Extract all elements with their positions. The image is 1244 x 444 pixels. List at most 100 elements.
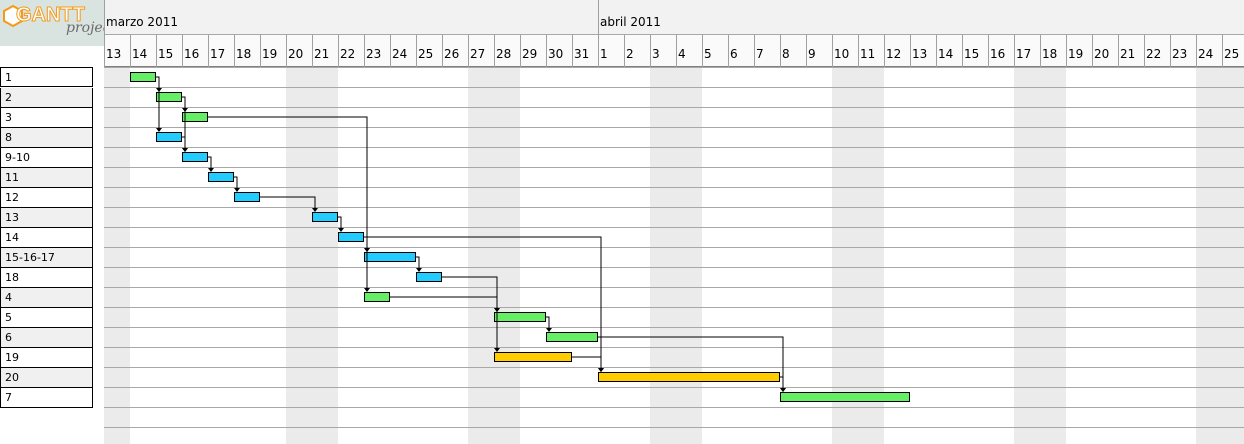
task-row-12[interactable]: 12 <box>0 188 93 208</box>
day-divider <box>182 35 183 67</box>
day-divider <box>1040 35 1041 67</box>
day-divider <box>910 35 911 67</box>
dependency-line <box>182 136 186 149</box>
task-bar-6[interactable] <box>546 332 598 342</box>
dependency-line <box>208 156 212 169</box>
task-bar-8[interactable] <box>156 132 182 142</box>
task-bar-15-16-17[interactable] <box>364 252 416 262</box>
day-divider <box>1092 35 1093 67</box>
day-divider <box>754 35 755 67</box>
task-bar-13[interactable] <box>312 212 338 222</box>
row-gridline <box>104 267 1244 268</box>
task-bar-7[interactable] <box>780 392 910 402</box>
day-divider <box>1144 35 1145 67</box>
day-divider <box>416 35 417 67</box>
day-divider <box>312 35 313 67</box>
day-label: 21 <box>1120 47 1136 61</box>
day-label: 10 <box>834 47 850 61</box>
task-bar-2[interactable] <box>156 92 182 102</box>
row-gridline <box>104 287 1244 288</box>
day-divider <box>364 35 365 67</box>
day-label: 28 <box>496 47 512 61</box>
day-label: 27 <box>470 47 486 61</box>
day-label: 25 <box>418 47 434 61</box>
dependency-line <box>208 116 368 289</box>
task-row-20[interactable]: 20 <box>0 368 93 388</box>
task-row-19[interactable]: 19 <box>0 348 93 368</box>
dependency-line <box>546 316 550 329</box>
task-row-1[interactable]: 1 <box>0 67 93 87</box>
day-divider <box>780 35 781 67</box>
task-row-2[interactable]: 2 <box>0 88 93 108</box>
row-gridline <box>104 187 1244 188</box>
dependency-arrowhead-icon <box>338 228 344 232</box>
task-bar-20[interactable] <box>598 372 780 382</box>
dependency-arrowhead-icon <box>156 128 162 132</box>
logo-title: GANTT <box>16 4 86 27</box>
day-label: 1 <box>600 47 608 61</box>
task-row-8[interactable]: 8 <box>0 128 93 148</box>
weekend-column <box>494 67 520 444</box>
task-row-14[interactable]: 14 <box>0 228 93 248</box>
day-label: 12 <box>886 47 902 61</box>
dependency-arrowhead-icon <box>364 288 370 292</box>
logo-subtitle: project <box>66 20 104 36</box>
task-bar-1[interactable] <box>130 72 156 82</box>
row-gridline <box>104 127 1244 128</box>
day-label: 11 <box>860 47 876 61</box>
task-bar-14[interactable] <box>338 232 364 242</box>
day-divider <box>1196 35 1197 67</box>
chart-left-border <box>104 0 105 67</box>
day-label: 26 <box>444 47 460 61</box>
row-gridline <box>104 167 1244 168</box>
task-row-13[interactable]: 13 <box>0 208 93 228</box>
day-divider <box>260 35 261 67</box>
dependency-arrowhead-icon <box>182 148 188 152</box>
day-divider <box>624 35 625 67</box>
task-bar-3[interactable] <box>182 112 208 122</box>
row-gridline <box>104 207 1244 208</box>
task-row-4[interactable]: 4 <box>0 288 93 308</box>
dependency-arrowhead-icon <box>494 348 500 352</box>
dependency-line <box>364 236 602 369</box>
task-bar-4[interactable] <box>364 292 390 302</box>
task-row-11[interactable]: 11 <box>0 168 93 188</box>
row-gridline <box>104 367 1244 368</box>
day-label: 24 <box>392 47 408 61</box>
dependency-line <box>234 176 238 189</box>
row-gridline <box>104 327 1244 328</box>
task-bar-19[interactable] <box>494 352 572 362</box>
day-divider <box>598 35 599 67</box>
dependency-line <box>598 336 784 389</box>
task-row-6[interactable]: 6 <box>0 328 93 348</box>
task-bar-5[interactable] <box>494 312 546 322</box>
day-label: 17 <box>210 47 226 61</box>
day-label: 16 <box>990 47 1006 61</box>
day-divider <box>208 35 209 67</box>
task-row-5[interactable]: 5 <box>0 308 93 328</box>
day-divider <box>832 35 833 67</box>
task-row-9-10[interactable]: 9-10 <box>0 148 93 168</box>
day-label: 7 <box>756 47 764 61</box>
dependency-line <box>572 356 602 369</box>
task-bar-18[interactable] <box>416 272 442 282</box>
day-label: 9 <box>808 47 816 61</box>
day-divider <box>286 35 287 67</box>
dependency-arrowhead-icon <box>546 328 552 332</box>
task-bar-9-10[interactable] <box>182 152 208 162</box>
day-divider <box>234 35 235 67</box>
timeline-month-header <box>104 0 1244 35</box>
month-divider <box>598 0 599 67</box>
task-bar-12[interactable] <box>234 192 260 202</box>
weekend-column <box>1014 67 1040 444</box>
dependency-line <box>416 256 420 269</box>
logo-hexagon-icon <box>3 5 23 27</box>
task-bar-11[interactable] <box>208 172 234 182</box>
dependency-line <box>182 96 186 149</box>
task-row-3[interactable]: 3 <box>0 108 93 128</box>
task-row-7[interactable]: 7 <box>0 388 93 408</box>
task-row-15-16-17[interactable]: 15-16-17 <box>0 248 93 268</box>
dependency-line <box>390 296 498 309</box>
task-row-18[interactable]: 18 <box>0 268 93 288</box>
